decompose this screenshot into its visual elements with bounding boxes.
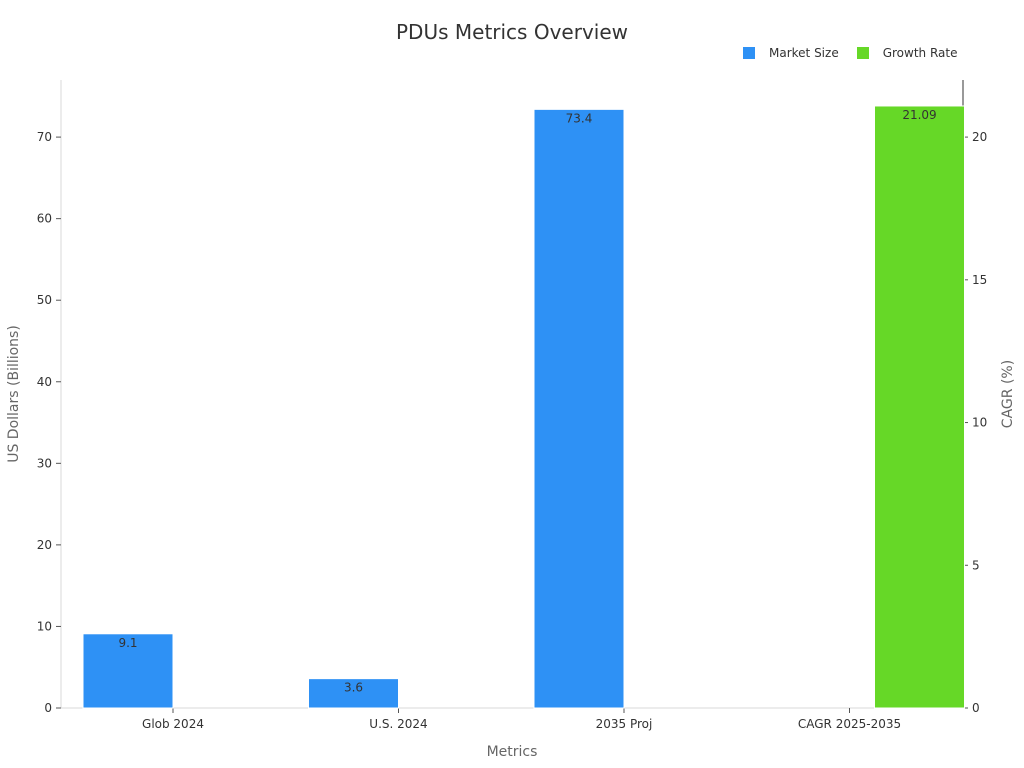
y-tick-left-label: 0 — [44, 701, 52, 715]
chart-title: PDUs Metrics Overview — [396, 20, 628, 44]
y-tick-left-label: 60 — [37, 212, 52, 226]
x-tick-label: 2035 Proj — [596, 717, 653, 731]
y-tick-right-label: 20 — [972, 130, 987, 144]
bar-data-label: 73.4 — [566, 111, 593, 125]
bar-data-label: 21.09 — [902, 108, 936, 122]
x-tick-label: U.S. 2024 — [369, 717, 427, 731]
bars-layer — [82, 105, 965, 709]
y-tick-left-label: 10 — [37, 619, 52, 633]
bar-market-size — [533, 108, 625, 709]
bar-growth-rate — [874, 105, 965, 709]
y-axis-left-title: US Dollars (Billions) — [6, 325, 22, 463]
y-tick-right-label: 10 — [972, 416, 987, 430]
x-tick-label: CAGR 2025-2035 — [798, 717, 901, 731]
legend-item-growth-rate: Growth Rate — [856, 46, 958, 60]
y-axis-right-title: CAGR (%) — [1000, 360, 1016, 428]
legend-swatch-growth-rate — [856, 47, 869, 59]
bar-data-label: 9.1 — [118, 636, 137, 650]
y-tick-right-label: 15 — [972, 273, 987, 287]
bar-market-size — [308, 678, 399, 709]
legend-label-growth-rate: Growth Rate — [882, 46, 958, 60]
legend-label-market-size: Market Size — [769, 46, 839, 60]
chart-legend: Market Size Growth Rate — [743, 46, 975, 60]
bar-market-size — [82, 633, 174, 709]
y-tick-left-label: 50 — [37, 293, 52, 307]
y-tick-right-label: 5 — [972, 558, 980, 572]
y-tick-left-label: 70 — [37, 130, 52, 144]
y-tick-left-label: 30 — [37, 456, 52, 470]
bar-data-label: 3.6 — [344, 681, 363, 695]
x-tick-label: Glob 2024 — [142, 717, 204, 731]
legend-item-market-size: Market Size — [743, 46, 839, 60]
y-tick-left-label: 40 — [37, 375, 52, 389]
x-axis-title: Metrics — [487, 744, 538, 760]
y-tick-left-label: 20 — [37, 538, 52, 552]
labels-layer: 9.1 3.6 73.4 21.09 — [118, 108, 936, 695]
y-tick-right-label: 0 — [972, 701, 980, 715]
legend-swatch-market-size — [743, 47, 755, 59]
